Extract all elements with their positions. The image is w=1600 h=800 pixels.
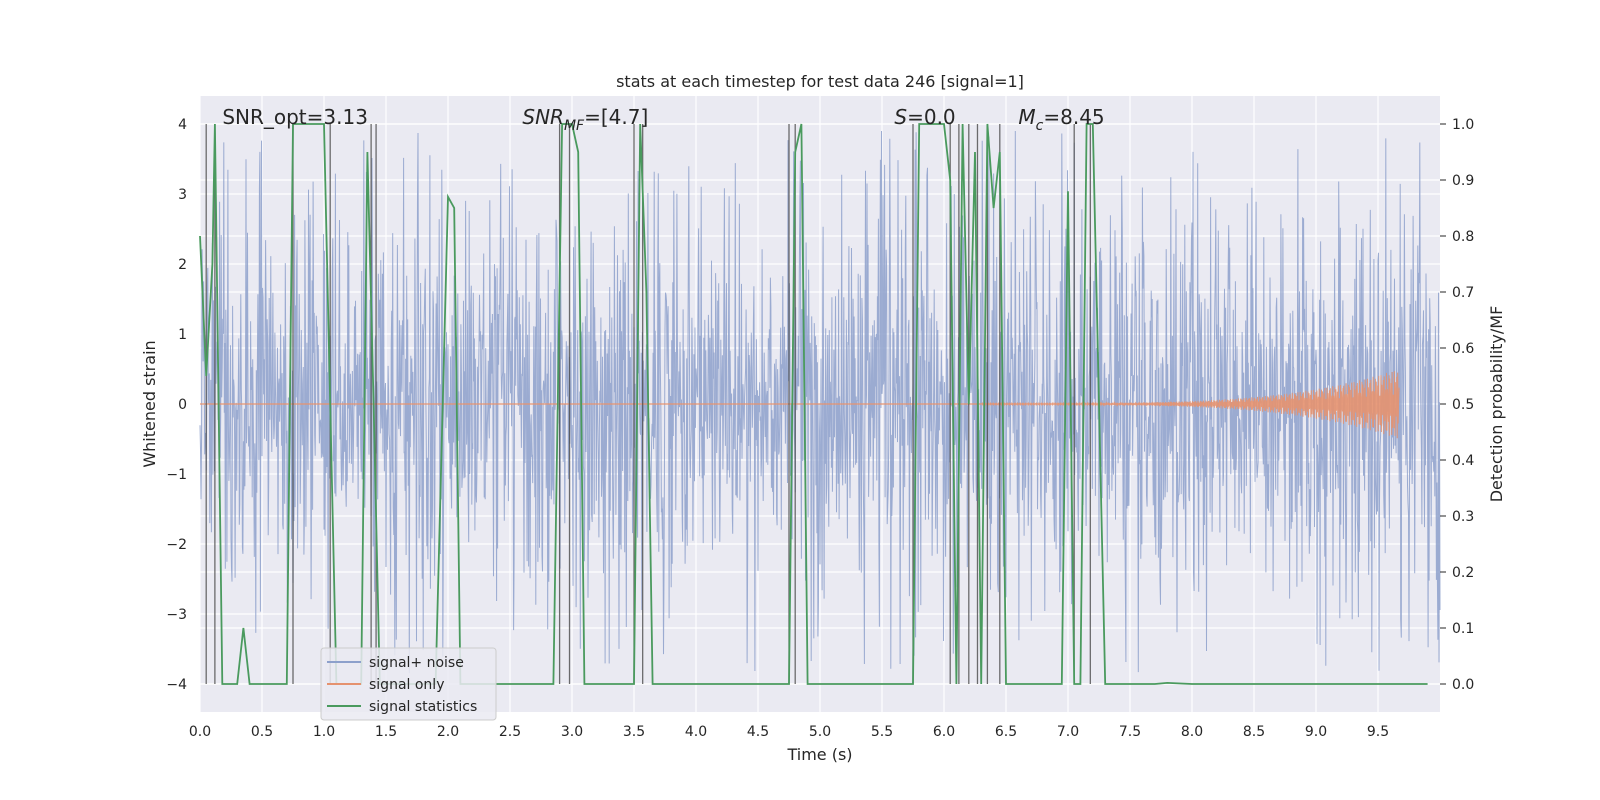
legend-label-signal-only: signal only bbox=[369, 677, 444, 693]
legend-box bbox=[320, 647, 497, 721]
x-tick-label: 1.0 bbox=[313, 724, 335, 740]
signal-plus-noise-line bbox=[199, 130, 1441, 674]
x-tick-label: 0.5 bbox=[251, 724, 273, 740]
x-tick-label: 3.5 bbox=[623, 724, 645, 740]
y-right-tick-label: 1.0 bbox=[1452, 117, 1474, 133]
series-signal-statistics bbox=[199, 123, 1428, 685]
x-axis-ticks: 0.0 0.5 1.0 1.5 2.0 2.5 3.0 3.5 4.0 4.5 5.0 5.5 6.0 6… bbox=[189, 724, 1389, 740]
y-axis-left-label: Whitened strain bbox=[140, 340, 159, 467]
signal-statistics-line bbox=[199, 123, 1428, 685]
signal-only-line bbox=[980, 371, 1400, 439]
legend-label-signal-plus-noise: signal+ noise bbox=[369, 655, 464, 671]
y-left-tick-label: −2 bbox=[166, 537, 187, 553]
x-axis-label: Time (s) bbox=[786, 745, 852, 764]
series-signal-plus-noise bbox=[199, 130, 1441, 674]
annotation-snr-opt: SNR_opt=3.13 bbox=[222, 105, 368, 129]
x-tick-label: 2.5 bbox=[499, 724, 521, 740]
legend: signal+ noise signal only signal statist… bbox=[320, 647, 497, 721]
y-right-tick-label: 0.6 bbox=[1452, 341, 1474, 357]
y-left-tick-label: −1 bbox=[166, 467, 187, 483]
annotation-s-value: S=0.0 bbox=[894, 105, 955, 129]
y-left-tick-label: −3 bbox=[166, 607, 187, 623]
x-tick-label: 8.5 bbox=[1243, 724, 1265, 740]
x-tick-label: 5.5 bbox=[871, 724, 893, 740]
annotation-mc-value: Mc=8.45 bbox=[1018, 105, 1104, 134]
x-tick-label: 6.5 bbox=[995, 724, 1017, 740]
y-left-tick-label: −4 bbox=[166, 677, 187, 693]
x-tick-label: 3.0 bbox=[561, 724, 583, 740]
x-tick-label: 0.0 bbox=[189, 724, 211, 740]
y-right-tick-label: 0.5 bbox=[1452, 397, 1474, 413]
y-left-tick-label: 0 bbox=[178, 397, 187, 413]
x-tick-label: 7.0 bbox=[1057, 724, 1079, 740]
x-tick-label: 6.0 bbox=[933, 724, 955, 740]
x-tick-label: 9.5 bbox=[1367, 724, 1389, 740]
x-tick-label: 2.0 bbox=[437, 724, 459, 740]
x-tick-label: 5.0 bbox=[809, 724, 831, 740]
y-right-tick-label: 0.7 bbox=[1452, 285, 1474, 301]
chart-title: stats at each timestep for test data 246… bbox=[616, 72, 1024, 91]
annotation-snr-mf: SNRMF=[4.7] bbox=[522, 105, 648, 134]
x-tick-label: 8.0 bbox=[1181, 724, 1203, 740]
y-left-tick-label: 4 bbox=[178, 117, 187, 133]
y-right-tick-label: 0.0 bbox=[1452, 677, 1474, 693]
y-axis-left-ticks: 4 3 2 1 0 −1 −2 −3 −4 bbox=[166, 117, 187, 693]
annotations: SNR_opt=3.13 SNRMF=[4.7] S=0.0 Mc=8.45 bbox=[222, 105, 1104, 134]
y-left-tick-label: 2 bbox=[178, 257, 187, 273]
x-tick-label: 4.0 bbox=[685, 724, 707, 740]
y-axis-right-ticks: 1.0 0.9 0.8 0.7 0.6 0.5 0.4 0.3 0.2 0.1 0.0 bbox=[1440, 117, 1474, 693]
y-right-tick-label: 0.1 bbox=[1452, 621, 1474, 637]
y-axis-right-label: Detection probability/MF bbox=[1487, 306, 1506, 503]
y-right-tick-label: 0.4 bbox=[1452, 453, 1474, 469]
legend-label-signal-statistics: signal statistics bbox=[369, 699, 477, 715]
x-tick-label: 4.5 bbox=[747, 724, 769, 740]
y-right-tick-label: 0.3 bbox=[1452, 509, 1474, 525]
x-tick-label: 1.5 bbox=[375, 724, 397, 740]
x-tick-label: 7.5 bbox=[1119, 724, 1141, 740]
y-right-tick-label: 0.8 bbox=[1452, 229, 1474, 245]
y-left-tick-label: 1 bbox=[178, 327, 187, 343]
y-left-tick-label: 3 bbox=[178, 187, 187, 203]
y-right-tick-label: 0.9 bbox=[1452, 173, 1474, 189]
y-right-tick-label: 0.2 bbox=[1452, 565, 1474, 581]
x-tick-label: 9.0 bbox=[1305, 724, 1327, 740]
